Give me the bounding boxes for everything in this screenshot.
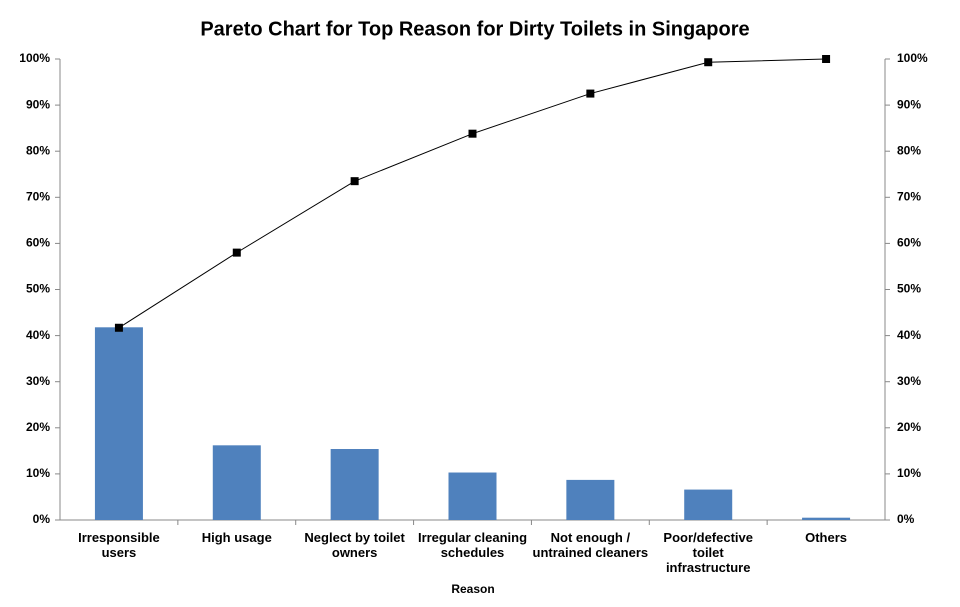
x-tick-label: Neglect by toilet owners <box>304 530 405 560</box>
y-tick-label: 80% <box>26 143 50 157</box>
line-marker <box>822 55 831 63</box>
x-tick-label: High usage <box>201 530 272 545</box>
y-tick-label: 10% <box>26 466 50 480</box>
y2-tick-label: 30% <box>897 374 921 388</box>
x-tick-label: Irregular cleaning schedules <box>417 530 528 560</box>
x-axis-label: Reason <box>451 582 494 596</box>
y2-tick-label: 0% <box>897 512 915 526</box>
y2-tick-label: 10% <box>897 466 921 480</box>
bar <box>330 449 379 520</box>
bar <box>566 479 615 520</box>
x-tick-label: Others <box>805 530 848 545</box>
bar <box>802 517 851 520</box>
y2-tick-label: 60% <box>897 236 921 250</box>
bar <box>448 472 497 520</box>
x-tick-label: Not enough / untrained cleaners <box>532 530 649 560</box>
y2-tick-label: 70% <box>897 189 921 203</box>
y2-tick-label: 90% <box>897 97 921 111</box>
y-tick-label: 20% <box>26 420 50 434</box>
line-marker <box>586 89 595 98</box>
line-marker <box>350 177 359 186</box>
x-tick-label: Irresponsible users <box>78 530 160 560</box>
line-marker <box>468 129 477 138</box>
y-tick-label: 50% <box>26 282 50 296</box>
line-marker <box>232 248 241 257</box>
y2-tick-label: 40% <box>897 328 921 342</box>
x-tick-label: Poor/defective toilet infrastructure <box>663 530 753 575</box>
y-tick-label: 30% <box>26 374 50 388</box>
bar <box>94 327 143 520</box>
y-tick-label: 60% <box>26 236 50 250</box>
line-marker <box>114 323 123 332</box>
y-tick-label: 100% <box>19 51 50 65</box>
chart-title: Pareto Chart for Top Reason for Dirty To… <box>200 18 749 40</box>
bar <box>684 489 733 520</box>
y-tick-label: 90% <box>26 97 50 111</box>
y2-tick-label: 80% <box>897 143 921 157</box>
y2-tick-label: 50% <box>897 282 921 296</box>
y-tick-label: 70% <box>26 189 50 203</box>
y-tick-label: 0% <box>33 512 51 526</box>
y2-tick-label: 20% <box>897 420 921 434</box>
bar <box>212 445 261 520</box>
y2-tick-label: 100% <box>897 51 928 65</box>
cumulative-line <box>118 58 827 329</box>
y-tick-label: 40% <box>26 328 50 342</box>
line-marker <box>704 58 713 67</box>
